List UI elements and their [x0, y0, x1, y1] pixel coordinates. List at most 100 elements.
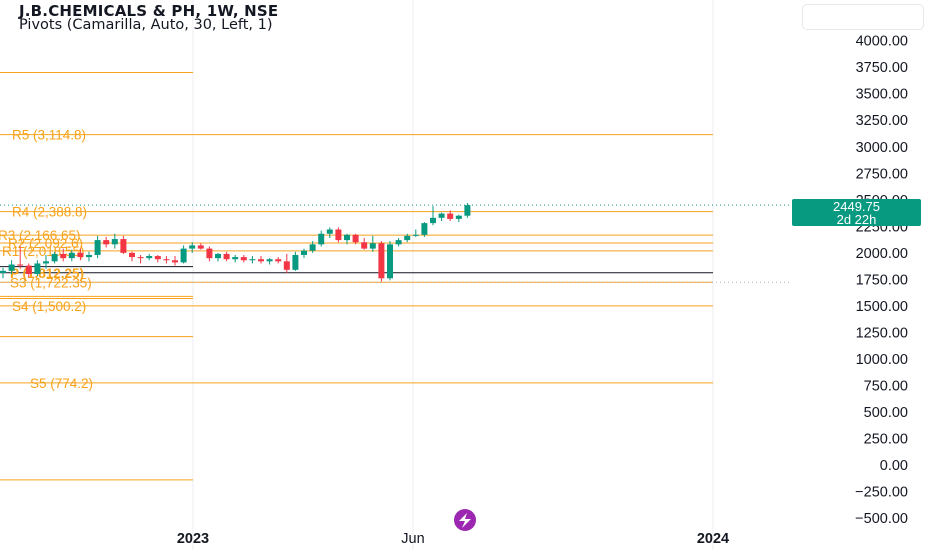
candle-body: [361, 242, 368, 249]
candle: [86, 251, 92, 262]
candle-body: [240, 257, 247, 261]
candle: [215, 252, 221, 262]
chart-title: J.B.CHEMICALS & PH, 1W, NSE: [19, 2, 279, 20]
candle-body: [438, 213, 445, 218]
candle-body: [404, 235, 411, 241]
candle-body: [189, 245, 196, 249]
time-tick-label: Jun: [401, 531, 424, 547]
candle-body: [206, 248, 213, 259]
candle-body: [283, 261, 290, 270]
price-tick-label: 500.00: [864, 405, 908, 421]
indicator-legend[interactable]: Pivots (Camarilla, Auto, 30, Left, 1): [19, 17, 273, 33]
pivot-levels: R5 (3,114.8) R4 (2,388.8) R3 (2,166.65)R2 …: [0, 72, 713, 481]
candle: [103, 236, 110, 248]
candle-body: [25, 265, 32, 275]
price-tick-label: −500.00: [855, 511, 908, 527]
price-tick-label: 4000.00: [856, 34, 908, 50]
candle: [17, 246, 24, 269]
candle: [240, 254, 247, 263]
time-axis-badge[interactable]: [454, 509, 476, 531]
bar-countdown: 2d 22h: [836, 212, 877, 227]
candle-body: [326, 229, 333, 234]
candle: [326, 227, 333, 238]
candle: [352, 233, 359, 245]
candle: [421, 222, 428, 237]
price-tick-label: 0.00: [880, 458, 908, 474]
candle-body: [309, 244, 316, 251]
candle-body: [249, 259, 256, 261]
candle: [344, 233, 350, 245]
candle: [43, 254, 49, 269]
last-price-value: 2449.75: [833, 199, 880, 214]
candle-body: [344, 234, 350, 241]
candle-body: [378, 243, 385, 279]
candle-body: [223, 253, 230, 260]
candle: [189, 242, 196, 253]
candle: [120, 235, 127, 254]
last-price-label: 2449.75 2d 22h: [792, 199, 921, 226]
price-axis[interactable]: 4000.00 3750.00 3500.00 3250.00 3000.00 2750.…: [855, 34, 908, 527]
candle: [258, 256, 264, 264]
candle-body: [51, 253, 58, 262]
candle-body: [94, 240, 101, 255]
candle-body: [335, 229, 342, 241]
price-tick-label: 250.00: [864, 431, 908, 447]
candle: [283, 253, 290, 273]
candle: [129, 251, 135, 262]
pivot-label-s4: S4 (1,500.2): [12, 299, 86, 314]
candle-body: [163, 259, 170, 261]
price-tick-label: 3500.00: [856, 87, 908, 103]
candle: [292, 251, 299, 271]
candle: [77, 248, 84, 261]
candle: [412, 229, 419, 237]
candle-body: [430, 217, 436, 224]
candle-body: [318, 233, 325, 245]
candle-body: [301, 250, 307, 255]
candle: [137, 254, 144, 264]
pivot-label-r2: R2 (2,092.6): [8, 236, 83, 251]
candle: [94, 235, 101, 259]
candle: [60, 248, 67, 262]
time-axis[interactable]: 2023 Jun 2024: [177, 531, 729, 547]
candle-body: [68, 252, 75, 259]
candle: [361, 237, 368, 250]
candle: [25, 263, 32, 278]
candle: [464, 202, 471, 218]
price-tick-label: 3250.00: [856, 113, 908, 129]
candle-body: [412, 234, 419, 236]
price-tick-label: 1250.00: [856, 325, 908, 341]
candle: [438, 212, 445, 222]
candle-body: [77, 252, 84, 258]
candle: [34, 260, 41, 277]
candle: [301, 248, 307, 259]
candle-body: [395, 240, 402, 245]
candle: [249, 256, 256, 264]
candle-body: [421, 223, 428, 235]
candle-body: [146, 256, 153, 259]
time-tick-label: 2023: [177, 531, 209, 547]
price-tick-label: 3000.00: [856, 140, 908, 156]
candle-body: [197, 245, 204, 249]
candle-body: [0, 270, 6, 273]
candle: [387, 241, 393, 281]
price-tick-label: 2750.00: [856, 166, 908, 182]
candle: [206, 246, 213, 262]
candle: [335, 227, 342, 243]
candle-body: [275, 259, 282, 262]
candle: [318, 230, 325, 247]
candle-body: [129, 252, 135, 258]
candle-body: [266, 259, 273, 262]
candle-body: [111, 239, 118, 245]
candle-body: [464, 205, 471, 216]
candle: [146, 253, 153, 261]
price-tick-label: 1750.00: [856, 272, 908, 288]
top-right-panel[interactable]: [802, 4, 924, 30]
candle: [395, 237, 402, 247]
candle: [232, 254, 239, 263]
candle-body: [43, 261, 49, 264]
candle: [404, 233, 411, 243]
candle: [275, 257, 282, 264]
price-tick-label: −250.00: [855, 485, 908, 501]
time-tick-label: 2024: [697, 531, 729, 547]
